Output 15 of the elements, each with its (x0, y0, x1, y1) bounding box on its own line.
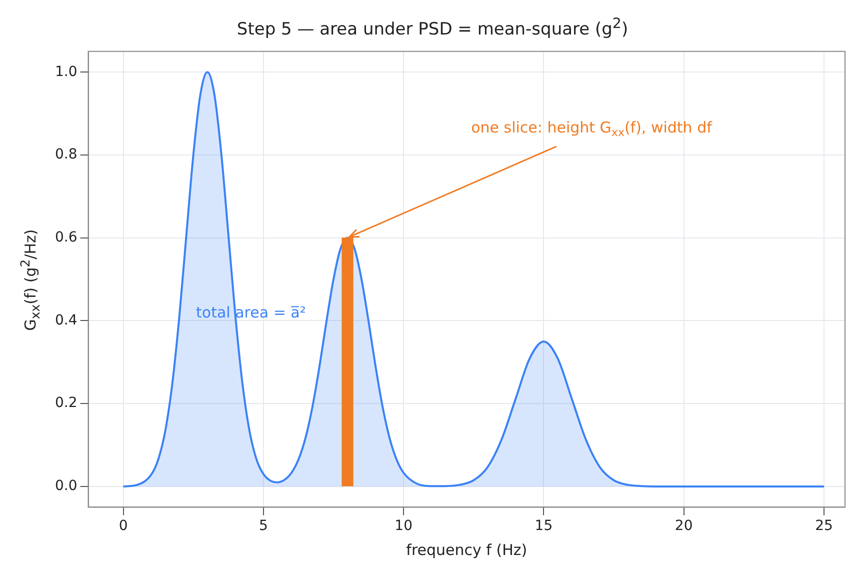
y-tick-label: 1.0 (55, 64, 78, 80)
chart-title: Step 5 — area under PSD = mean-square (g$^{2}$) (236, 15, 630, 40)
y-tick-label: 0.0 (55, 478, 78, 494)
x-tick-label: 15 (534, 518, 553, 534)
x-tick-label: 5 (258, 518, 268, 534)
x-tick-label: 20 (674, 518, 693, 534)
x-axis-title: frequency f (Hz) (406, 540, 528, 559)
y-tick-label: 0.8 (55, 146, 78, 163)
x-tick-label: 10 (394, 518, 412, 534)
annotation: total area = a̅² (196, 303, 306, 322)
y-tick-label: 0.6 (55, 230, 78, 246)
y-tick-label: 0.2 (55, 395, 78, 412)
x-tick-label: 0 (118, 518, 128, 534)
y-tick-label: 0.4 (55, 312, 78, 328)
x-tick-label: 25 (815, 518, 833, 534)
